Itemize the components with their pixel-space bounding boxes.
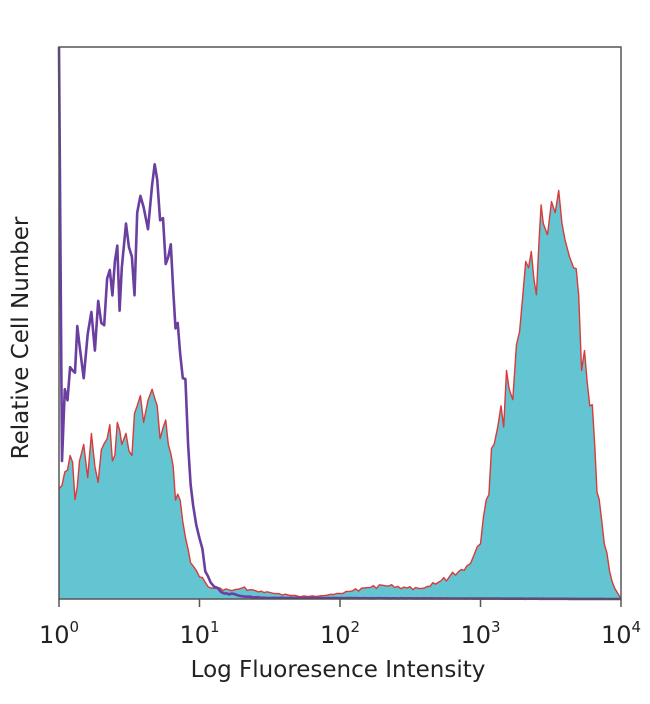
x-axis-label: Log Fluoresence Intensity — [191, 657, 486, 683]
series-stained-area — [59, 190, 621, 599]
x-tick-label: 100 — [39, 618, 79, 649]
x-tick-label: 104 — [601, 618, 641, 649]
x-axis-ticks: 100 101 102 103 104 — [39, 599, 641, 649]
x-tick-label: 103 — [460, 618, 500, 649]
series-stained-line — [58, 189, 622, 600]
x-tick-label: 101 — [179, 618, 219, 649]
plot-area — [57, 46, 622, 601]
y-axis-label: Relative Cell Number — [8, 216, 34, 459]
x-tick-label: 102 — [320, 618, 360, 649]
